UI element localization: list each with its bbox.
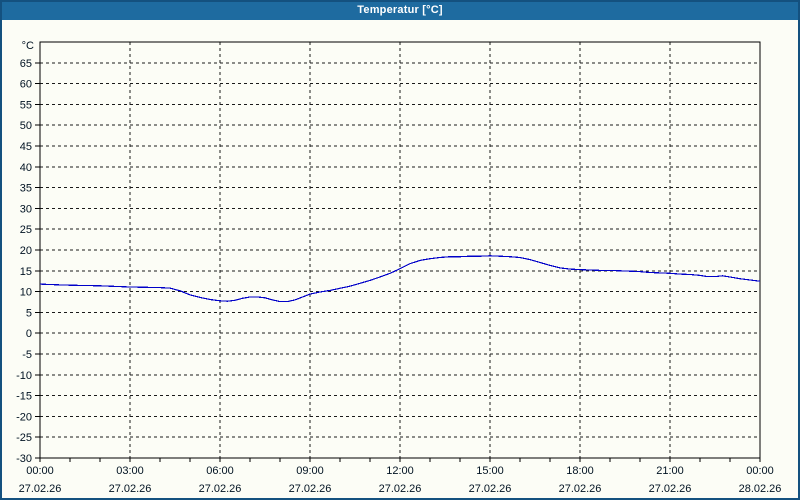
y-tick-label: 40 xyxy=(20,162,32,174)
y-tick-label: 55 xyxy=(20,99,32,111)
x-date-label: 27.02.26 xyxy=(109,483,152,495)
x-time-label: 18:00 xyxy=(566,465,594,477)
x-time-label: 03:00 xyxy=(116,465,144,477)
y-tick-label: -5 xyxy=(22,349,32,361)
x-date-label: 27.02.26 xyxy=(289,483,332,495)
y-tick-label: 20 xyxy=(20,245,32,257)
y-tick-label: 35 xyxy=(20,183,32,195)
y-tick-label: 15 xyxy=(20,266,32,278)
y-tick-label: -15 xyxy=(16,391,32,403)
x-time-label: 09:00 xyxy=(296,465,324,477)
x-time-label: 00:00 xyxy=(746,465,774,477)
x-time-label: 21:00 xyxy=(656,465,684,477)
x-date-label: 28.02.26 xyxy=(739,483,782,495)
x-date-label: 27.02.26 xyxy=(199,483,242,495)
x-time-label: 00:00 xyxy=(26,465,54,477)
y-tick-label: 60 xyxy=(20,79,32,91)
y-tick-label: 50 xyxy=(20,120,32,132)
x-date-label: 27.02.26 xyxy=(649,483,692,495)
y-axis-unit-label: °C xyxy=(22,40,34,52)
y-tick-label: 0 xyxy=(26,328,32,340)
window-title: Temperatur [°C] xyxy=(357,4,443,16)
x-time-label: 12:00 xyxy=(386,465,414,477)
y-tick-label: -20 xyxy=(16,411,32,423)
y-tick-label: -10 xyxy=(16,370,32,382)
y-tick-label: 30 xyxy=(20,203,32,215)
x-date-label: 27.02.26 xyxy=(559,483,602,495)
x-date-label: 27.02.26 xyxy=(19,483,62,495)
window-titlebar: Temperatur [°C] xyxy=(0,0,800,20)
x-date-label: 27.02.26 xyxy=(379,483,422,495)
y-tick-label: 5 xyxy=(26,307,32,319)
x-date-label: 27.02.26 xyxy=(469,483,512,495)
y-tick-label: 10 xyxy=(20,287,32,299)
y-tick-label: -25 xyxy=(16,432,32,444)
y-tick-label: -30 xyxy=(16,453,32,465)
y-tick-label: 45 xyxy=(20,141,32,153)
x-time-label: 15:00 xyxy=(476,465,504,477)
y-tick-label: 65 xyxy=(20,58,32,70)
y-tick-label: 25 xyxy=(20,224,32,236)
temperature-series-line xyxy=(39,255,761,303)
x-time-label: 06:00 xyxy=(206,465,234,477)
